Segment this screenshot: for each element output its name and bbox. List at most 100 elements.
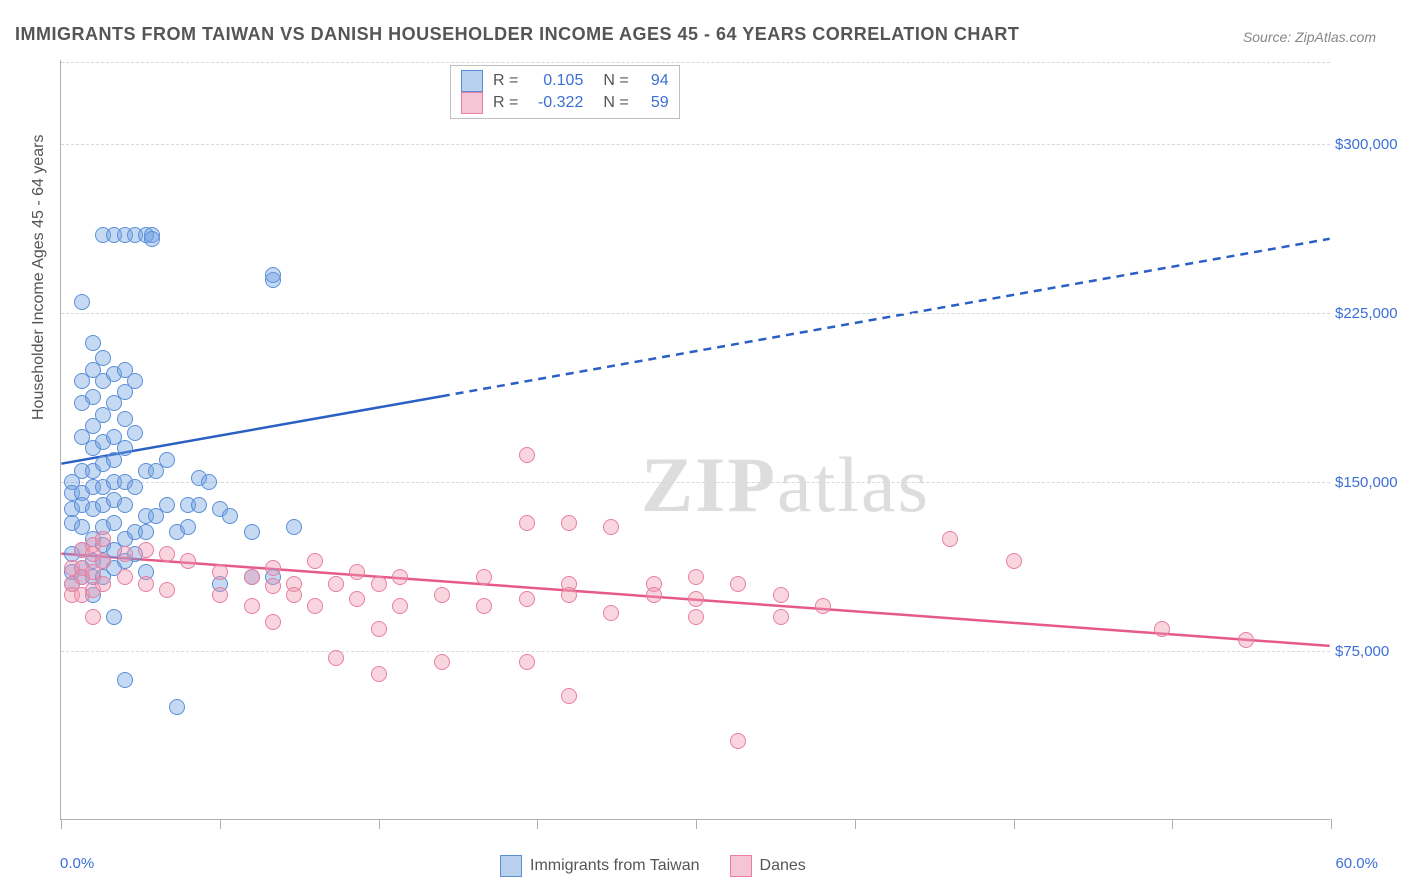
data-point — [265, 267, 281, 283]
y-tick-label: $225,000 — [1335, 305, 1406, 322]
grid-line: $150,000 — [61, 482, 1330, 483]
data-point — [201, 474, 217, 490]
x-tick — [1331, 819, 1332, 829]
data-point — [371, 576, 387, 592]
data-point — [476, 598, 492, 614]
data-point — [127, 373, 143, 389]
legend-n-value: 59 — [639, 94, 669, 112]
series-legend: Immigrants from Taiwan Danes — [500, 855, 806, 877]
x-tick — [855, 819, 856, 829]
data-point — [434, 587, 450, 603]
data-point — [95, 553, 111, 569]
data-point — [127, 479, 143, 495]
legend-n-label: N = — [603, 72, 628, 90]
x-tick — [537, 819, 538, 829]
data-point — [265, 578, 281, 594]
correlation-legend-row: R =-0.322N =59 — [461, 92, 669, 114]
data-point — [180, 553, 196, 569]
x-tick — [379, 819, 380, 829]
y-tick-label: $75,000 — [1335, 643, 1406, 660]
data-point — [169, 699, 185, 715]
data-point — [244, 598, 260, 614]
data-point — [561, 515, 577, 531]
data-point — [106, 609, 122, 625]
data-point — [95, 576, 111, 592]
data-point — [476, 569, 492, 585]
correlation-legend: R =0.105N =94R =-0.322N =59 — [450, 65, 680, 119]
legend-r-label: R = — [493, 72, 518, 90]
trend-lines-svg — [61, 60, 1330, 819]
legend-swatch — [461, 70, 483, 92]
x-tick — [1172, 819, 1173, 829]
data-point — [371, 621, 387, 637]
data-point — [688, 609, 704, 625]
data-point — [74, 294, 90, 310]
data-point — [138, 576, 154, 592]
chart-title: IMMIGRANTS FROM TAIWAN VS DANISH HOUSEHO… — [15, 24, 1019, 45]
y-tick-label: $150,000 — [1335, 474, 1406, 491]
data-point — [307, 553, 323, 569]
legend-swatch — [730, 855, 752, 877]
correlation-legend-row: R =0.105N =94 — [461, 70, 669, 92]
x-tick — [61, 819, 62, 829]
series-legend-item: Danes — [730, 855, 806, 877]
x-axis-max-label: 60.0% — [1335, 855, 1378, 872]
x-tick — [1014, 819, 1015, 829]
data-point — [180, 519, 196, 535]
legend-r-label: R = — [493, 94, 518, 112]
data-point — [95, 350, 111, 366]
data-point — [138, 542, 154, 558]
series-legend-label: Danes — [760, 857, 806, 875]
data-point — [561, 688, 577, 704]
data-point — [688, 569, 704, 585]
data-point — [603, 605, 619, 621]
plot-area: ZIPatlas $75,000$150,000$225,000$300,000 — [60, 60, 1330, 820]
y-tick-label: $300,000 — [1335, 136, 1406, 153]
data-point — [1238, 632, 1254, 648]
data-point — [434, 654, 450, 670]
data-point — [117, 546, 133, 562]
data-point — [117, 440, 133, 456]
data-point — [519, 591, 535, 607]
data-point — [392, 598, 408, 614]
data-point — [127, 425, 143, 441]
data-point — [349, 591, 365, 607]
data-point — [519, 654, 535, 670]
data-point — [95, 531, 111, 547]
data-point — [85, 389, 101, 405]
data-point — [730, 733, 746, 749]
data-point — [117, 497, 133, 513]
data-point — [265, 614, 281, 630]
data-point — [773, 609, 789, 625]
data-point — [212, 587, 228, 603]
data-point — [1154, 621, 1170, 637]
x-axis-min-label: 0.0% — [60, 855, 94, 872]
data-point — [159, 582, 175, 598]
data-point — [1006, 553, 1022, 569]
data-point — [106, 515, 122, 531]
series-legend-item: Immigrants from Taiwan — [500, 855, 700, 877]
data-point — [159, 497, 175, 513]
data-point — [244, 524, 260, 540]
grid-line — [61, 62, 1330, 63]
grid-line: $75,000 — [61, 651, 1330, 652]
data-point — [85, 609, 101, 625]
data-point — [307, 598, 323, 614]
data-point — [773, 587, 789, 603]
legend-swatch — [461, 92, 483, 114]
x-tick — [696, 819, 697, 829]
data-point — [117, 672, 133, 688]
data-point — [730, 576, 746, 592]
data-point — [349, 564, 365, 580]
source-attribution: Source: ZipAtlas.com — [1243, 29, 1376, 45]
data-point — [519, 447, 535, 463]
data-point — [85, 335, 101, 351]
y-axis-title: Householder Income Ages 45 - 64 years — [30, 135, 48, 421]
data-point — [159, 546, 175, 562]
data-point — [191, 497, 207, 513]
data-point — [561, 587, 577, 603]
legend-swatch — [500, 855, 522, 877]
legend-n-value: 94 — [639, 72, 669, 90]
grid-line: $300,000 — [61, 144, 1330, 145]
series-legend-label: Immigrants from Taiwan — [530, 857, 700, 875]
